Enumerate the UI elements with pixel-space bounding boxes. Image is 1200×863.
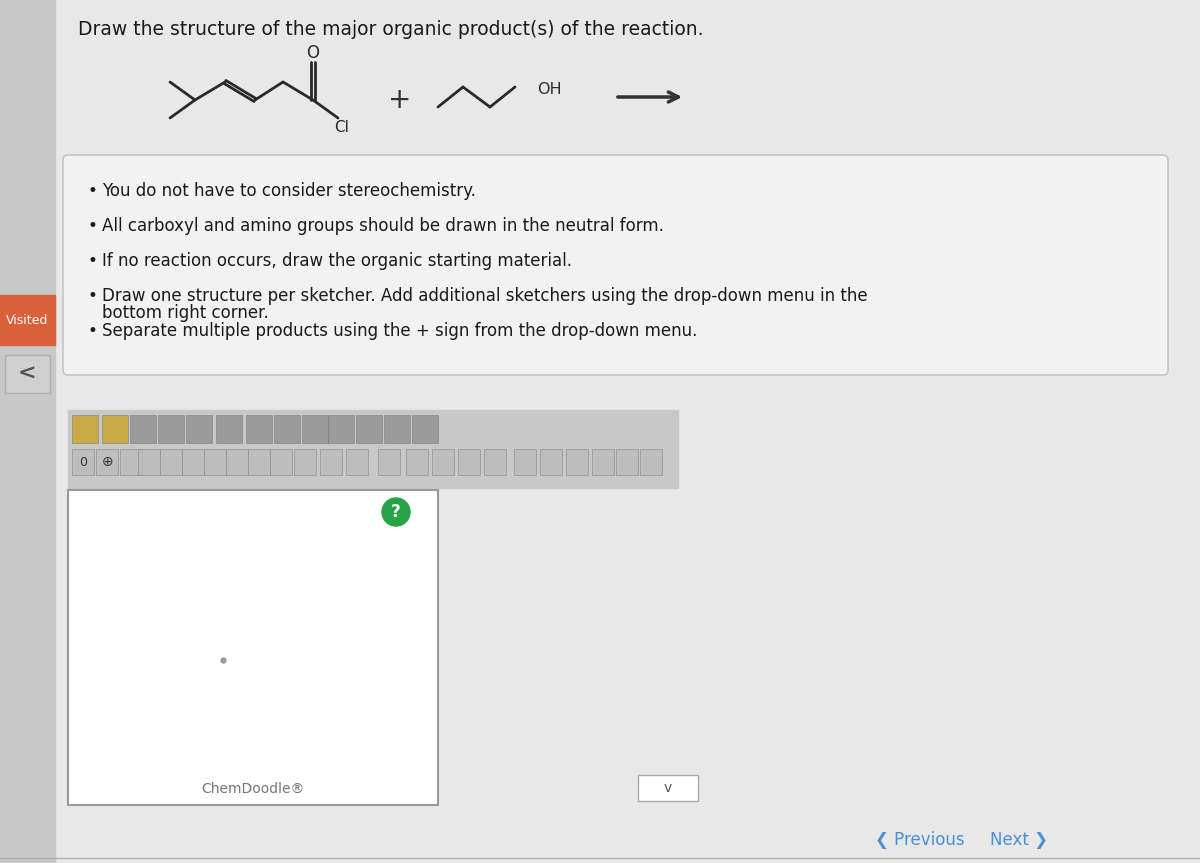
Bar xyxy=(248,449,270,475)
FancyBboxPatch shape xyxy=(64,155,1168,375)
Bar xyxy=(514,449,536,475)
Bar xyxy=(270,449,292,475)
Bar xyxy=(246,415,272,443)
Text: •: • xyxy=(88,217,98,235)
Bar xyxy=(204,449,226,475)
Bar xyxy=(0,295,55,345)
Bar xyxy=(120,449,142,475)
Bar xyxy=(378,449,400,475)
Bar xyxy=(640,449,662,475)
Bar xyxy=(216,415,242,443)
Text: •: • xyxy=(88,252,98,270)
Bar xyxy=(566,449,588,475)
Bar xyxy=(138,449,160,475)
Bar xyxy=(160,449,182,475)
Text: <: < xyxy=(18,364,36,384)
Text: •: • xyxy=(88,287,98,305)
Bar xyxy=(68,410,678,488)
Text: O: O xyxy=(306,44,319,62)
Text: All carboxyl and amino groups should be drawn in the neutral form.: All carboxyl and amino groups should be … xyxy=(102,217,664,235)
Bar xyxy=(356,415,382,443)
Bar xyxy=(102,415,128,443)
Bar xyxy=(158,415,184,443)
Text: •: • xyxy=(88,322,98,340)
Bar xyxy=(5,355,50,393)
Text: ❮ Previous: ❮ Previous xyxy=(875,831,965,849)
Bar xyxy=(592,449,614,475)
Text: •: • xyxy=(88,182,98,200)
Bar xyxy=(130,415,156,443)
Text: bottom right corner.: bottom right corner. xyxy=(102,304,269,322)
Bar xyxy=(294,449,316,475)
Bar xyxy=(328,415,354,443)
Bar xyxy=(346,449,368,475)
Bar xyxy=(96,449,118,475)
Bar xyxy=(0,0,55,863)
Bar xyxy=(412,415,438,443)
Bar xyxy=(484,449,506,475)
Bar xyxy=(302,415,328,443)
Bar xyxy=(320,449,342,475)
Text: If no reaction occurs, draw the organic starting material.: If no reaction occurs, draw the organic … xyxy=(102,252,572,270)
Text: Draw one structure per sketcher. Add additional sketchers using the drop-down me: Draw one structure per sketcher. Add add… xyxy=(102,287,868,305)
Bar xyxy=(616,449,638,475)
Bar xyxy=(638,775,698,801)
Text: ⊕: ⊕ xyxy=(102,455,114,469)
Text: v: v xyxy=(664,781,672,795)
Bar xyxy=(406,449,428,475)
Bar xyxy=(384,415,410,443)
Text: Cl: Cl xyxy=(335,121,349,135)
Text: OH: OH xyxy=(538,81,562,97)
Bar xyxy=(68,490,438,805)
Text: Next ❯: Next ❯ xyxy=(990,831,1048,849)
Bar xyxy=(540,449,562,475)
Bar xyxy=(186,415,212,443)
Bar xyxy=(274,415,300,443)
Bar xyxy=(182,449,204,475)
Bar xyxy=(458,449,480,475)
Text: 0: 0 xyxy=(79,456,88,469)
Bar xyxy=(432,449,454,475)
Text: +: + xyxy=(389,86,412,114)
Bar xyxy=(226,449,248,475)
Text: You do not have to consider stereochemistry.: You do not have to consider stereochemis… xyxy=(102,182,476,200)
Text: ?: ? xyxy=(391,503,401,521)
Circle shape xyxy=(382,498,410,526)
Bar xyxy=(72,449,94,475)
Text: Separate multiple products using the + sign from the drop-down menu.: Separate multiple products using the + s… xyxy=(102,322,697,340)
Bar xyxy=(72,415,98,443)
Text: Visited: Visited xyxy=(6,313,48,326)
Text: ChemDoodle®: ChemDoodle® xyxy=(202,782,305,796)
Text: Draw the structure of the major organic product(s) of the reaction.: Draw the structure of the major organic … xyxy=(78,20,703,39)
